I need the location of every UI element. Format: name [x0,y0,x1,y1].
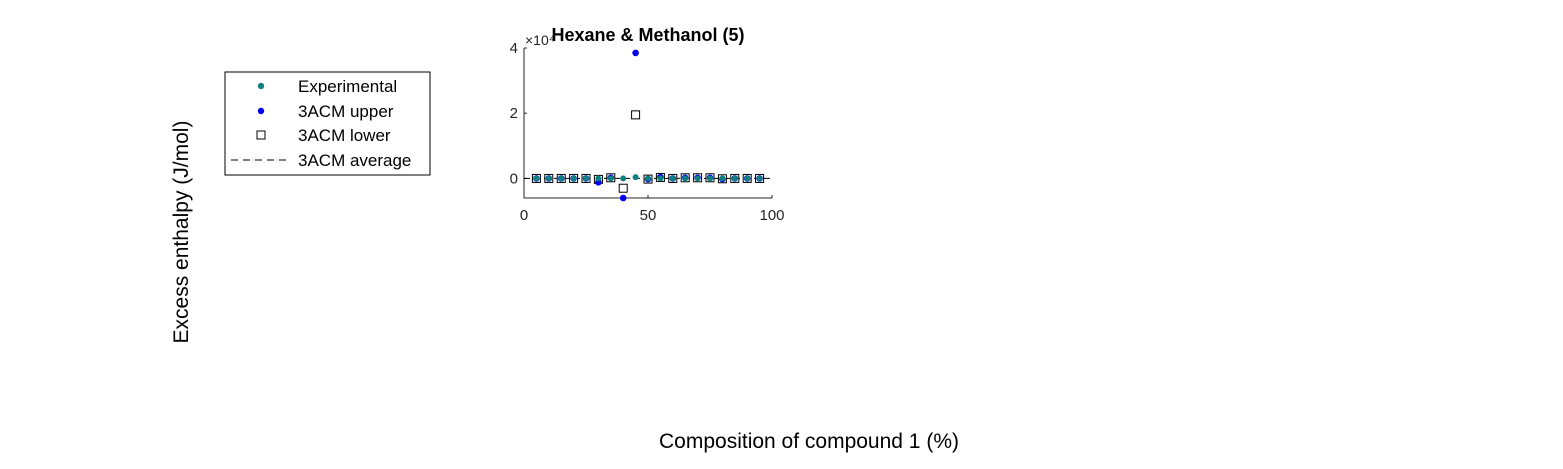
experimental-point [694,175,701,182]
figure-ylabel: Excess enthalpy (J/mol) [170,121,193,344]
legend-label-lower: 3ACM lower [298,126,391,145]
legend-label-average: 3ACM average [298,151,411,170]
experimental-point [570,175,577,182]
y-tick-label: 2 [510,105,518,122]
experimental-point [632,174,639,181]
experimental-point [583,175,589,182]
experimental-point [682,175,689,182]
chart-title: Hexane & Methanol (5) [551,25,744,45]
experimental-point [719,175,726,182]
legend-marker-lower [256,130,266,140]
legend-box [224,71,431,176]
upper-point [619,194,627,202]
legend-marker-upper [257,107,265,115]
y-tick-label: 4 [510,40,518,57]
lower-point [618,183,628,193]
chart-axes: 0 50 100 0 2 4 ×10⁴ Hexane & Methanol (5) [510,25,785,224]
experimental-point [645,175,651,182]
legend-label-upper: 3ACM upper [298,102,394,121]
axis-exponent: ×10⁴ [525,32,555,48]
legend-label-experimental: Experimental [298,77,397,96]
chart-marks [524,49,772,202]
experimental-point [558,175,565,182]
lower-point [631,110,641,120]
experimental-point [669,175,676,182]
experimental-point [620,175,627,182]
experimental-point [731,175,738,182]
x-tick-label: 50 [640,207,657,224]
experimental-point [533,175,540,182]
experimental-point [707,175,713,182]
y-tick-label: 0 [510,170,518,187]
x-tick-label: 0 [520,207,528,224]
experimental-point [756,175,763,182]
legend-marker-experimental [257,82,265,90]
figure-xlabel: Composition of compound 1 (%) [659,430,959,453]
axis-ticks: 0 50 100 0 2 4 [510,40,785,224]
legend: Experimental 3ACM upper 3ACM lower 3ACM … [224,71,431,176]
experimental-point [595,175,602,182]
experimental-point [545,175,552,182]
upper-point [632,49,639,57]
x-tick-label: 100 [759,207,784,224]
experimental-point [657,175,664,182]
experimental-point [607,175,614,182]
experimental-point [744,175,751,182]
